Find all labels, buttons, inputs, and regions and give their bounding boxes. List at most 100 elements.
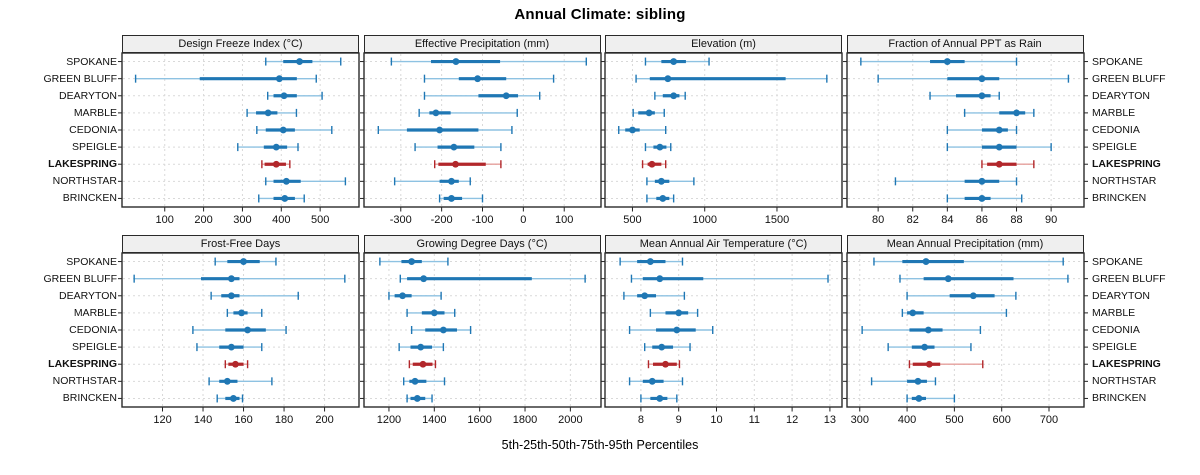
- interval-northstar: [894, 177, 1017, 186]
- median-dot: [232, 360, 239, 368]
- row-label-left-green-bluff: GREEN BLUFF: [43, 272, 117, 285]
- interval-speigle: [946, 143, 1052, 152]
- row-label-right-northstar: NORTHSTAR: [1092, 175, 1157, 188]
- panel-border: [604, 52, 843, 208]
- x-tick-label: 500: [311, 214, 329, 226]
- interval-marble: [632, 108, 665, 117]
- row-label-right-green-bluff: GREEN BLUFF: [1092, 72, 1166, 85]
- interval-green-bluff: [399, 274, 586, 283]
- x-tick-label: 10: [710, 414, 722, 426]
- x-tick-label: 86: [975, 214, 987, 226]
- row-label-right-lakespring: LAKESPRING: [1092, 358, 1161, 371]
- panel-strip-frost-free-days: Frost-Free Days: [122, 235, 359, 253]
- row-label-left-marble: MARBLE: [73, 106, 117, 119]
- panel-border: [121, 52, 360, 208]
- row-label-left-spokane: SPOKANE: [66, 55, 117, 68]
- median-dot: [658, 343, 666, 351]
- x-tick-label: 100: [156, 214, 174, 226]
- median-dot: [272, 160, 280, 168]
- median-dot: [272, 143, 280, 151]
- interval-speigle: [397, 343, 444, 352]
- x-tick-label: 13: [824, 414, 836, 426]
- page-title: Annual Climate: sibling: [514, 6, 686, 23]
- median-dot: [995, 143, 1003, 151]
- interval-dearyton: [387, 291, 442, 300]
- interval-dearyton: [423, 91, 540, 100]
- x-tick-label: -300: [389, 214, 411, 226]
- median-dot: [238, 309, 245, 317]
- median-dot: [244, 326, 251, 334]
- interval-cedonia: [256, 126, 333, 134]
- row-label-left-green-bluff: GREEN BLUFF: [43, 72, 117, 85]
- x-tick-label: 600: [992, 414, 1010, 426]
- interval-marble: [226, 308, 263, 317]
- median-dot: [279, 126, 287, 134]
- interval-northstar: [628, 377, 684, 386]
- interval-lakespring: [224, 360, 249, 369]
- interval-northstar: [393, 177, 471, 186]
- median-dot: [944, 275, 952, 283]
- median-dot: [447, 177, 455, 185]
- interval-spokane: [619, 257, 684, 266]
- interval-lakespring: [261, 160, 291, 169]
- median-dot: [449, 143, 457, 151]
- median-dot: [264, 109, 272, 117]
- row-label-right-speigle: SPEIGLE: [1092, 141, 1137, 154]
- interval-spokane: [265, 57, 342, 66]
- row-label-right-green-bluff: GREEN BLUFF: [1092, 272, 1166, 285]
- row-label-right-lakespring: LAKESPRING: [1092, 158, 1161, 171]
- median-dot: [914, 377, 921, 385]
- x-tick-label: -100: [471, 214, 493, 226]
- median-dot: [280, 92, 288, 100]
- interval-dearyton: [928, 91, 1000, 100]
- median-dot: [673, 326, 681, 334]
- interval-brincken: [405, 394, 433, 403]
- interval-marble: [963, 108, 1035, 117]
- median-dot: [416, 343, 424, 351]
- median-dot: [411, 377, 418, 385]
- x-tick-label: 300: [233, 214, 251, 226]
- interval-brincken: [640, 394, 678, 403]
- row-label-right-marble: MARBLE: [1092, 106, 1136, 119]
- interval-dearyton: [210, 291, 299, 300]
- median-dot: [452, 58, 459, 65]
- interval-green-bluff: [630, 274, 829, 283]
- interval-spokane: [859, 57, 1017, 66]
- median-dot: [451, 160, 459, 168]
- row-label-left-speigle: SPEIGLE: [72, 141, 117, 154]
- row-label-left-northstar: NORTHSTAR: [52, 375, 117, 388]
- x-tick-label: 700: [1039, 414, 1057, 426]
- interval-spokane: [378, 257, 449, 266]
- row-label-left-speigle: SPEIGLE: [72, 341, 117, 354]
- row-label-right-dearyton: DEARYTON: [1092, 289, 1150, 302]
- interval-cedonia: [628, 326, 714, 334]
- interval-cedonia: [946, 126, 1017, 134]
- interval-dearyton: [905, 291, 1017, 300]
- median-dot: [227, 292, 235, 300]
- x-tick-label: 180: [275, 414, 293, 426]
- row-label-right-marble: MARBLE: [1092, 306, 1136, 319]
- x-tick-label: 120: [153, 414, 171, 426]
- median-dot: [296, 58, 303, 65]
- median-dot: [648, 160, 656, 168]
- panel-strip-growing-degree-days-c: Growing Degree Days (°C): [363, 235, 601, 253]
- panel-plot-growing-degree-days-c: 1200 1400 1600 1800 2000: [359, 252, 602, 426]
- x-tick-label: 160: [234, 414, 252, 426]
- median-dot: [646, 258, 654, 265]
- interval-brincken: [216, 394, 244, 403]
- row-label-left-brincken: BRINCKEN: [62, 192, 117, 205]
- panel-plot-mean-annual-air-temperature-c: 8 9 10 11 12 13: [601, 252, 843, 426]
- median-dot: [227, 343, 235, 351]
- panel-plot-frost-free-days: 120 140 160 180 200: [118, 252, 360, 426]
- median-dot: [645, 109, 653, 117]
- panel-strip-design-freeze-index-c: Design Freeze Index (°C): [122, 35, 359, 53]
- x-tick-label: 8: [638, 414, 644, 426]
- interval-spokane: [214, 257, 277, 266]
- median-dot: [1012, 109, 1020, 117]
- interval-northstar: [402, 377, 445, 386]
- interval-lakespring: [647, 360, 681, 369]
- interval-brincken: [258, 194, 305, 203]
- median-dot: [648, 377, 656, 385]
- row-label-left-lakespring: LAKESPRING: [48, 158, 117, 171]
